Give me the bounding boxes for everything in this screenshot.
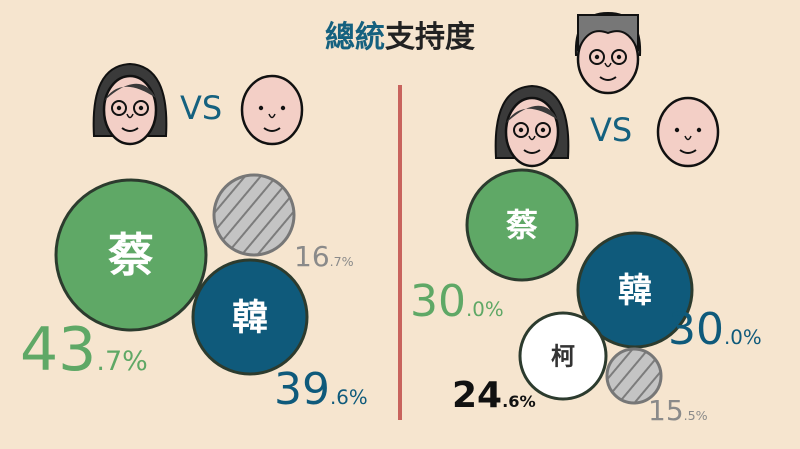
percent-integer: 30 [410, 276, 466, 327]
percent-label: 30.0% [410, 280, 504, 324]
percent-decimal: .6% [330, 386, 368, 409]
percent-decimal: .0% [466, 298, 504, 321]
percent-integer: 15 [648, 394, 684, 427]
bubble-label: 蔡 [506, 206, 538, 244]
percent-label: 15.5% [648, 397, 708, 425]
percent-integer: 39 [274, 364, 330, 415]
han-face-icon [240, 74, 304, 146]
ko-face-icon [574, 11, 642, 95]
percent-decimal: .7% [96, 346, 148, 377]
percent-label: 43.7% [20, 320, 148, 380]
percent-label: 30.0% [668, 308, 762, 352]
bubble-柯 [518, 311, 608, 401]
bubble-蔡 [54, 178, 208, 332]
percent-label: 24.6% [452, 378, 536, 414]
percent-integer: 30 [668, 304, 724, 355]
bubble-label: 蔡 [108, 228, 154, 282]
bubble-undecided [605, 347, 663, 405]
han-face-icon [656, 96, 720, 168]
percent-integer: 16 [294, 240, 330, 273]
bubble-undecided [212, 173, 296, 257]
bubble-韓 [576, 231, 694, 349]
percent-decimal: .7% [329, 254, 354, 269]
bubble-label: 柯 [551, 342, 575, 370]
percent-integer: 24 [452, 375, 503, 416]
percent-decimal: .0% [724, 326, 762, 349]
percent-decimal: .6% [502, 392, 536, 411]
percent-label: 16.7% [294, 243, 354, 271]
woman-face-icon [92, 62, 168, 146]
vs-label: VS [180, 89, 223, 127]
bubble-label: 韓 [232, 298, 268, 339]
vs-label: VS [590, 111, 633, 149]
percent-integer: 43 [20, 315, 97, 385]
bubble-蔡 [465, 168, 579, 282]
percent-decimal: .5% [683, 408, 708, 423]
bubble-韓 [191, 258, 309, 376]
chart-title: 總統支持度 [0, 12, 800, 56]
woman-face-icon [494, 84, 570, 168]
title-rest: 支持度 [385, 20, 475, 55]
bubble-label: 韓 [618, 271, 652, 311]
percent-label: 39.6% [274, 368, 368, 412]
title-accent: 總統 [325, 20, 385, 55]
